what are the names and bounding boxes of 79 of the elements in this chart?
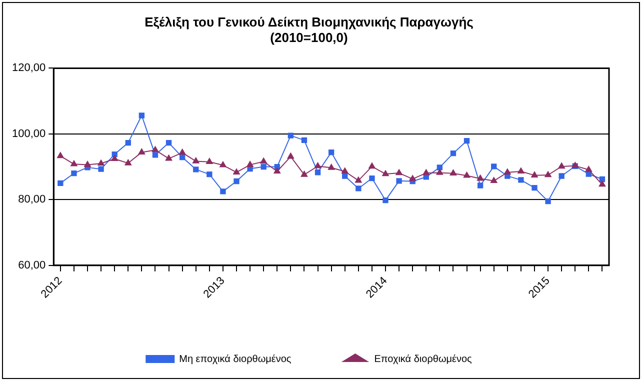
point <box>287 152 294 159</box>
point <box>71 170 77 176</box>
point <box>599 176 606 182</box>
point <box>125 140 131 146</box>
point <box>464 138 470 144</box>
point <box>558 173 564 179</box>
point <box>491 164 497 170</box>
point <box>545 198 551 204</box>
point <box>70 160 78 166</box>
point <box>422 169 430 176</box>
point <box>476 174 484 181</box>
chart-title: Εξέλιξη του Γενικού Δείκτη Βιομηχανικής Παραγωγής <box>144 14 474 30</box>
chart-subtitle: (2010=100,0) <box>270 30 348 45</box>
point <box>206 172 212 178</box>
point <box>165 154 172 161</box>
point <box>288 132 294 138</box>
point <box>518 168 524 174</box>
point <box>274 168 280 174</box>
point <box>192 157 200 164</box>
point <box>531 172 538 178</box>
point <box>342 173 348 179</box>
point <box>152 146 159 152</box>
point <box>356 186 362 192</box>
point <box>178 148 186 155</box>
point <box>544 171 552 178</box>
point <box>301 137 308 143</box>
point <box>233 168 240 175</box>
point <box>111 155 118 162</box>
point <box>436 164 443 170</box>
point <box>369 175 375 182</box>
point <box>220 161 226 168</box>
y-tick-label: 60,00 <box>18 259 46 272</box>
point <box>138 112 145 118</box>
point <box>193 166 199 172</box>
point <box>138 148 146 154</box>
point <box>436 168 444 175</box>
point <box>342 168 348 174</box>
point <box>98 166 104 172</box>
point <box>368 162 376 169</box>
point <box>152 152 158 158</box>
point <box>382 170 389 176</box>
point <box>300 170 308 177</box>
point <box>234 178 240 184</box>
point <box>124 159 132 166</box>
point <box>260 158 267 164</box>
point <box>504 168 511 175</box>
point <box>518 177 524 183</box>
point <box>463 172 470 178</box>
point <box>260 164 266 170</box>
point <box>585 166 592 172</box>
point <box>166 140 172 146</box>
point <box>246 161 254 167</box>
point <box>532 184 538 191</box>
point <box>490 177 498 184</box>
point <box>558 162 565 169</box>
point <box>58 180 64 186</box>
point <box>220 188 226 194</box>
point <box>57 152 64 158</box>
point <box>355 176 362 183</box>
legend-label: Μη εποχικά διορθωμένος <box>179 354 292 365</box>
y-tick-label: 100,00 <box>12 128 46 140</box>
point <box>450 150 456 156</box>
point <box>328 164 335 170</box>
point <box>206 158 213 164</box>
point <box>450 170 457 176</box>
legend-label: Εποχικά διορθωμένος <box>374 354 472 365</box>
point <box>409 175 416 182</box>
point <box>477 182 484 188</box>
point <box>98 160 104 166</box>
point <box>314 162 322 168</box>
point <box>314 170 321 176</box>
y-tick-label: 80,00 <box>18 194 46 206</box>
point <box>382 197 388 204</box>
point <box>396 178 402 184</box>
point <box>598 180 606 187</box>
point <box>396 169 402 176</box>
point <box>328 149 334 156</box>
y-tick-label: 120,00 <box>12 62 46 74</box>
point <box>84 161 91 167</box>
